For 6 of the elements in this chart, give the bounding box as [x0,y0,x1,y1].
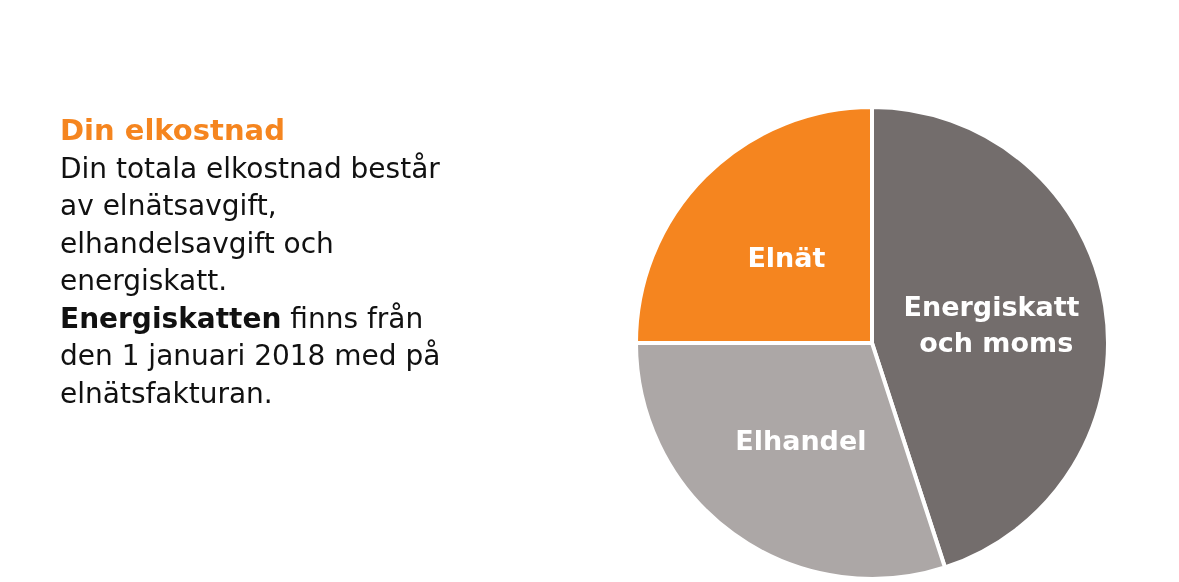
text: Energiskatten finns från den 1 januari 2018 med på elnätsfakturan. [60,300,442,412]
slice-label: Elnät [747,241,826,273]
text: Din totala elkostnad består av elnätsavgift, elhandelsavgift och energiskatt. [60,150,441,299]
text: Din elkostnad [60,112,286,149]
slice-label: Elhandel [735,425,867,457]
slice-label: Energiskatt och moms [903,290,1080,358]
